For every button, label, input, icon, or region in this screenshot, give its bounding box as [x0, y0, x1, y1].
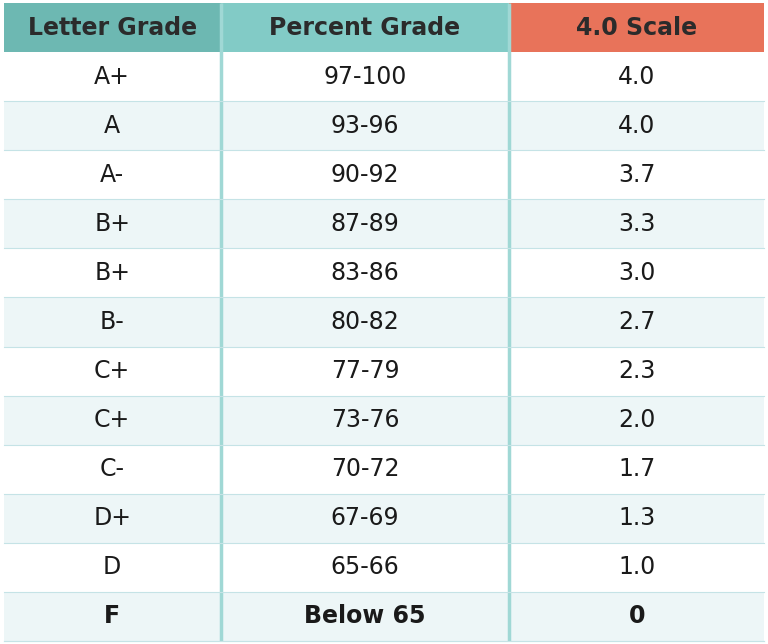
Text: 2.7: 2.7	[618, 310, 656, 334]
Text: 3.3: 3.3	[618, 212, 656, 236]
Bar	[509, 150, 764, 200]
Bar	[509, 3, 764, 52]
Bar	[220, 3, 509, 52]
Text: 80-82: 80-82	[330, 310, 399, 334]
Text: 0: 0	[628, 604, 645, 629]
Bar	[509, 543, 764, 592]
Text: 1.3: 1.3	[618, 506, 655, 530]
Bar	[4, 543, 220, 592]
Text: 65-66: 65-66	[330, 555, 399, 579]
Text: C+: C+	[94, 408, 131, 432]
Bar	[220, 52, 509, 101]
Bar	[4, 494, 220, 543]
Text: 1.0: 1.0	[618, 555, 655, 579]
Text: B-: B-	[100, 310, 124, 334]
Text: D+: D+	[93, 506, 131, 530]
Bar	[4, 249, 220, 298]
Text: 4.0 Scale: 4.0 Scale	[576, 15, 697, 40]
Bar	[4, 346, 220, 395]
Bar	[509, 200, 764, 249]
Text: 3.0: 3.0	[618, 261, 656, 285]
Bar	[4, 298, 220, 346]
Bar	[509, 395, 764, 444]
Text: 2.3: 2.3	[618, 359, 656, 383]
Text: B+: B+	[94, 261, 131, 285]
Bar	[220, 494, 509, 543]
Bar	[220, 101, 509, 150]
Text: 83-86: 83-86	[330, 261, 399, 285]
Text: 3.7: 3.7	[618, 163, 656, 187]
Bar	[4, 395, 220, 444]
Bar	[509, 52, 764, 101]
Bar	[4, 52, 220, 101]
Bar	[509, 101, 764, 150]
Bar	[4, 101, 220, 150]
Bar	[220, 249, 509, 298]
Bar	[220, 592, 509, 641]
Text: C+: C+	[94, 359, 131, 383]
Text: 77-79: 77-79	[331, 359, 399, 383]
Bar	[4, 150, 220, 200]
Text: 97-100: 97-100	[323, 65, 407, 89]
Text: 1.7: 1.7	[618, 457, 655, 481]
Bar	[220, 543, 509, 592]
Bar	[509, 346, 764, 395]
Bar	[4, 592, 220, 641]
Text: 90-92: 90-92	[331, 163, 399, 187]
Bar	[220, 298, 509, 346]
Bar	[509, 298, 764, 346]
Bar	[509, 249, 764, 298]
Bar	[509, 592, 764, 641]
Text: C-: C-	[100, 457, 124, 481]
Bar	[509, 444, 764, 494]
Bar	[220, 395, 509, 444]
Text: 4.0: 4.0	[618, 65, 656, 89]
Bar	[220, 346, 509, 395]
Bar	[4, 200, 220, 249]
Bar	[4, 3, 220, 52]
Bar	[4, 444, 220, 494]
Text: Letter Grade: Letter Grade	[28, 15, 197, 40]
Text: 4.0: 4.0	[618, 114, 656, 138]
Bar	[220, 150, 509, 200]
Text: B+: B+	[94, 212, 131, 236]
Text: 2.0: 2.0	[618, 408, 656, 432]
Text: Below 65: Below 65	[304, 604, 425, 629]
Text: 93-96: 93-96	[331, 114, 399, 138]
Text: D: D	[103, 555, 121, 579]
Text: A: A	[104, 114, 121, 138]
Text: Percent Grade: Percent Grade	[270, 15, 461, 40]
Text: A-: A-	[100, 163, 124, 187]
Text: 87-89: 87-89	[330, 212, 399, 236]
Text: A+: A+	[94, 65, 130, 89]
Text: F: F	[104, 604, 121, 629]
Text: 67-69: 67-69	[331, 506, 399, 530]
Bar	[220, 200, 509, 249]
Bar	[220, 444, 509, 494]
Text: 70-72: 70-72	[331, 457, 399, 481]
Text: 73-76: 73-76	[331, 408, 399, 432]
Bar	[509, 494, 764, 543]
